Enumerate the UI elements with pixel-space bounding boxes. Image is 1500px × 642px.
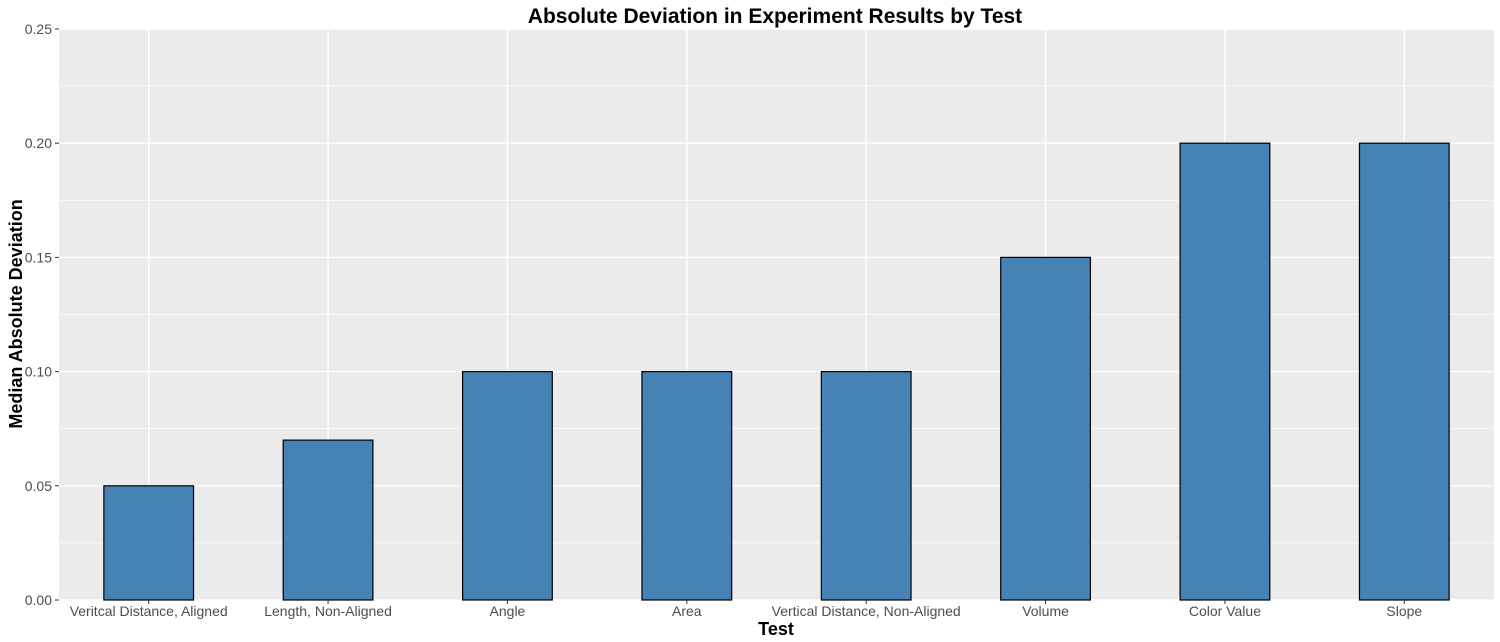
y-axis: 0.00 0.05 0.10 0.15 0.20 0.25	[25, 21, 59, 608]
bar	[103, 485, 195, 601]
x-axis-title: Test	[758, 619, 794, 639]
x-tick-label: Area	[672, 603, 702, 619]
bar	[1179, 142, 1271, 601]
bar	[461, 371, 553, 601]
bar	[641, 371, 733, 601]
x-tick-label: Length, Non-Aligned	[264, 603, 392, 619]
y-tick-label: 0.10	[25, 364, 52, 380]
y-tick-label: 0.20	[25, 135, 52, 151]
x-tick-label: Vertical Distance, Non-Aligned	[772, 603, 961, 619]
chart-title: Absolute Deviation in Experiment Results…	[528, 5, 1022, 28]
y-tick-label: 0.25	[25, 21, 52, 37]
y-tick-label: 0.05	[25, 478, 52, 494]
x-tick-label: Veritcal Distance, Aligned	[70, 603, 228, 619]
y-tick-label: 0.15	[25, 249, 52, 265]
y-axis-title: Median Absolute Deviation	[6, 199, 26, 428]
x-tick-label: Color Value	[1189, 603, 1261, 619]
x-tick-label: Volume	[1022, 603, 1069, 619]
x-tick-label: Angle	[490, 603, 526, 619]
bar	[820, 371, 912, 601]
bar	[282, 439, 374, 601]
bars	[103, 142, 1450, 601]
bar	[1000, 256, 1092, 601]
x-tick-label: Slope	[1386, 603, 1422, 619]
bar	[1358, 142, 1450, 601]
y-tick-label: 0.00	[25, 592, 52, 608]
x-axis: Veritcal Distance, Aligned Length, Non-Al…	[70, 600, 1422, 619]
